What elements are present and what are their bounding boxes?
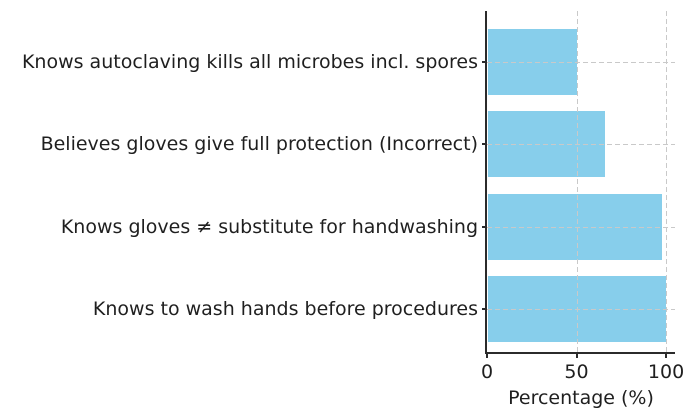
gridline-y-3 [487, 308, 675, 310]
plot-area [487, 11, 675, 353]
category-label: Believes gloves give full protection (In… [40, 133, 478, 156]
y-axis-spine [485, 11, 487, 354]
gridline-x-50 [576, 11, 578, 353]
x-tick-mark [486, 354, 488, 358]
category-label: Knows autoclaving kills all microbes inc… [21, 50, 478, 73]
y-tick-mark [482, 143, 487, 146]
y-tick-mark [482, 60, 487, 63]
category-label: Knows gloves ≠ substitute for handwashin… [60, 215, 478, 238]
x-tick-label: 50 [564, 361, 589, 383]
x-axis-label: Percentage (%) [508, 387, 654, 409]
x-tick-mark [575, 354, 578, 358]
y-tick-mark [482, 225, 487, 228]
y-tick-mark [482, 307, 487, 310]
gridline-y-0 [487, 61, 675, 63]
x-tick-label: 100 [647, 361, 685, 383]
gridline-y-2 [487, 226, 675, 228]
gridline-x-100 [666, 11, 668, 353]
x-axis-spine [485, 352, 675, 354]
category-label: Knows to wash hands before procedures [92, 297, 478, 320]
x-tick-label: 0 [480, 361, 494, 383]
gridline-y-1 [487, 144, 675, 146]
x-tick-mark [665, 354, 668, 358]
